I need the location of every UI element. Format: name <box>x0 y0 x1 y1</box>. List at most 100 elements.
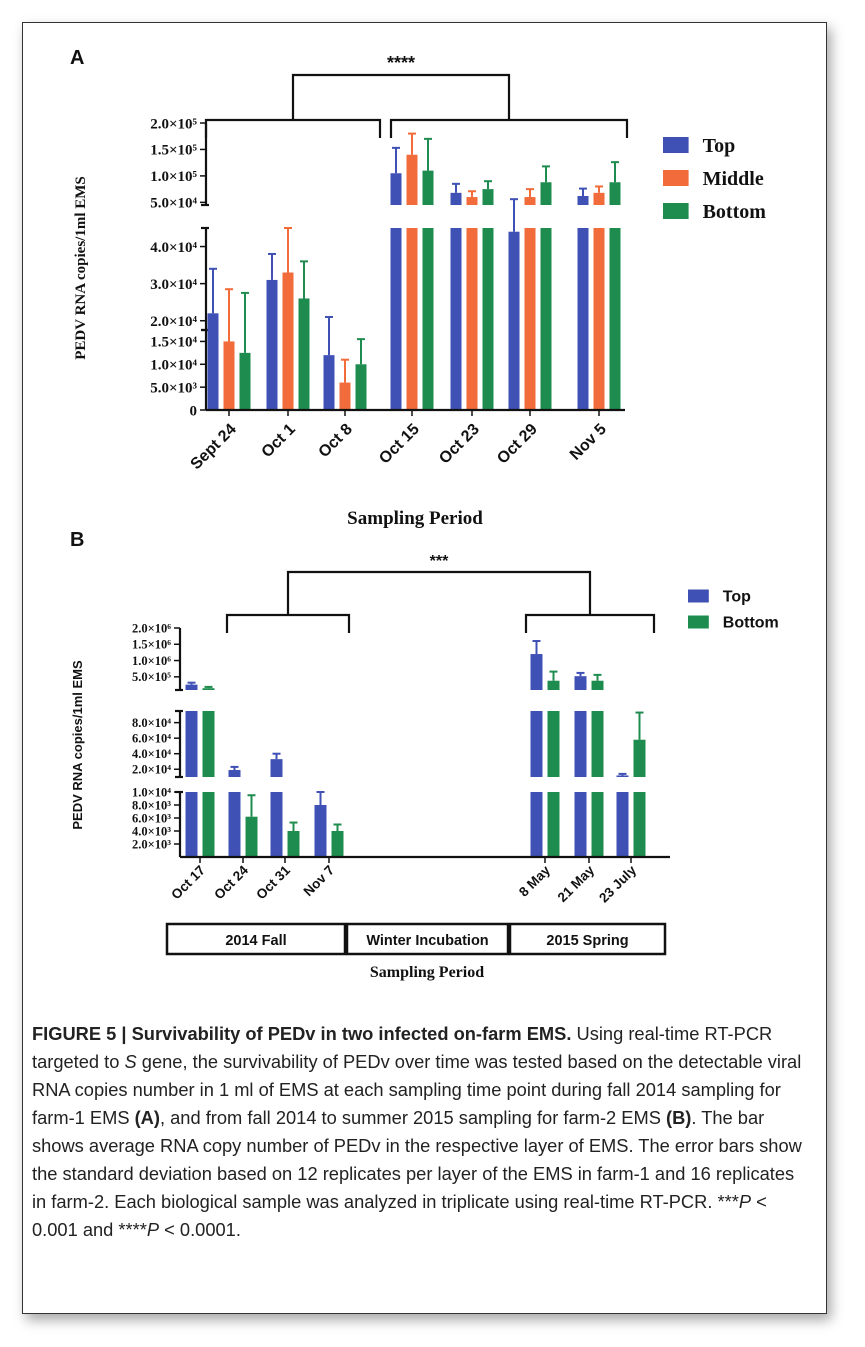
bar <box>270 759 283 777</box>
group-label: 2015 Spring <box>546 933 628 949</box>
bar <box>406 228 418 330</box>
figure-caption: FIGURE 5 | Survivability of PEDv in two … <box>32 1020 802 1244</box>
bar <box>422 228 434 330</box>
bar <box>245 816 258 857</box>
bar <box>530 654 543 690</box>
bar <box>547 711 560 777</box>
bar <box>593 192 605 205</box>
bar <box>609 228 621 330</box>
bar <box>266 330 278 410</box>
y-tick-label: 1.5×10⁵ <box>150 143 197 159</box>
y-tick-label: 5.0×10⁵ <box>132 670 171 684</box>
x-axis-label: Sampling Period <box>370 964 484 981</box>
significance-bracket-left <box>204 118 382 138</box>
y-tick-label: 1.0×10⁵ <box>150 169 197 185</box>
bar <box>466 330 478 410</box>
bar <box>185 684 198 690</box>
bar <box>574 676 587 690</box>
bar <box>228 792 241 857</box>
x-tick-label: 8 May <box>516 862 553 899</box>
x-tick-label: Sept 24 <box>188 421 240 473</box>
bar <box>482 189 494 205</box>
panel-label-b: B <box>70 529 84 551</box>
bar <box>574 792 587 857</box>
bar <box>547 792 560 857</box>
bar <box>422 170 434 205</box>
y-tick-label: 4.0×10⁴ <box>132 747 171 761</box>
bar <box>185 711 198 777</box>
bar <box>530 792 543 857</box>
bar <box>466 228 478 330</box>
legend-swatch <box>663 170 689 186</box>
x-tick-label: 21 May <box>555 862 598 905</box>
caption-s-gene: S <box>124 1051 137 1072</box>
caption-p1: P <box>738 1191 752 1212</box>
bar <box>540 330 552 410</box>
bar <box>577 228 589 330</box>
y-tick-label: 2.0×10³ <box>132 837 171 851</box>
bar <box>450 330 462 410</box>
bar <box>202 688 215 690</box>
significance-bracket-top <box>286 570 592 615</box>
bar <box>530 711 543 777</box>
group-label: Winter Incubation <box>366 933 488 949</box>
bar <box>323 355 335 410</box>
bar <box>593 228 605 330</box>
bar <box>406 154 418 205</box>
bar <box>591 792 604 857</box>
bar <box>609 330 621 410</box>
y-tick-label: 2.0×10⁶ <box>132 621 171 635</box>
bar <box>577 196 589 205</box>
caption-text-1: Using real-time RT-PCR targeted to <box>32 1023 773 1072</box>
caption-text-6: < 0.0001. <box>159 1219 241 1240</box>
y-tick-label: 3.0×10⁴ <box>150 277 197 293</box>
y-tick-label: 2.0×10⁵ <box>150 116 197 132</box>
bar <box>390 173 402 205</box>
legend-label: Top <box>723 589 751 606</box>
bar <box>202 711 215 777</box>
legend-swatch <box>663 203 689 219</box>
y-tick-label: 1.0×10⁶ <box>132 654 171 668</box>
bar <box>540 182 552 205</box>
bar <box>609 182 621 205</box>
significance-label: *** <box>430 553 449 570</box>
legend-label: Bottom <box>703 201 767 223</box>
bar <box>450 228 462 330</box>
legend-label: Bottom <box>723 615 779 632</box>
legend-label: Top <box>703 135 736 157</box>
x-tick-label: Oct 29 <box>494 421 541 468</box>
bar <box>282 272 294 330</box>
group-box <box>508 922 667 956</box>
bar <box>287 831 300 857</box>
group-box <box>165 922 347 956</box>
y-tick-label: 1.0×10⁴ <box>150 358 197 374</box>
bar <box>593 330 605 410</box>
x-tick-label: Oct 24 <box>211 862 251 902</box>
legend-swatch <box>688 589 709 603</box>
caption-ref-a: (A) <box>134 1107 160 1128</box>
legend-label: Middle <box>703 168 764 190</box>
bar <box>266 279 278 330</box>
significance-label: **** <box>387 53 415 73</box>
x-tick-label: 23 July <box>596 862 639 905</box>
bar <box>524 228 536 330</box>
y-tick-label: 8.0×10³ <box>132 798 171 812</box>
bar <box>390 228 402 330</box>
bar <box>466 197 478 205</box>
bar <box>270 792 283 857</box>
bar <box>616 792 629 857</box>
bar <box>482 330 494 410</box>
bar <box>202 792 215 857</box>
x-tick-label: Oct 15 <box>376 421 423 468</box>
y-tick-label: 1.0×10⁴ <box>132 785 171 799</box>
bar <box>524 197 536 205</box>
y-tick-label: 6.0×10³ <box>132 811 171 825</box>
significance-bracket-right <box>389 118 629 138</box>
bar <box>591 711 604 777</box>
bar <box>422 330 434 410</box>
bar <box>390 330 402 410</box>
x-tick-label: Oct 23 <box>436 421 483 468</box>
bar <box>185 792 198 857</box>
y-tick-label: 2.0×10⁴ <box>132 763 171 777</box>
bar <box>314 805 327 857</box>
